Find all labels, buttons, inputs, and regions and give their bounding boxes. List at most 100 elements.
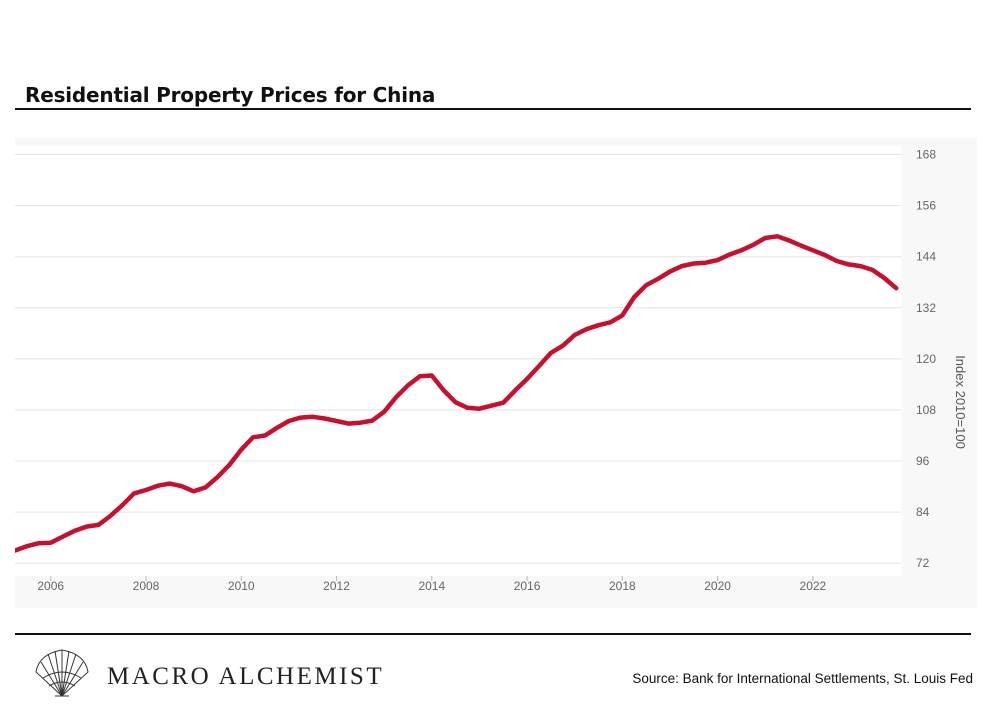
data-point (454, 401, 457, 404)
data-point (752, 243, 755, 246)
x-tick-label: 2008 (133, 579, 160, 593)
data-point (871, 268, 874, 272)
x-tick-label: 2022 (800, 579, 827, 593)
data-point (621, 314, 624, 317)
x-tick-label: 2012 (323, 579, 350, 593)
data-point (764, 236, 767, 240)
x-tick-label: 2010 (228, 579, 255, 593)
chart-title: Residential Property Prices for China (25, 83, 436, 107)
y-tick-label: 84 (916, 505, 930, 519)
data-point (97, 523, 100, 527)
data-point (299, 416, 302, 419)
data-point (811, 249, 815, 252)
data-point (668, 270, 672, 273)
data-point (15, 549, 17, 552)
x-tick-label: 2020 (704, 579, 731, 593)
data-point (525, 377, 529, 381)
y-tick-label: 120 (916, 352, 936, 366)
x-tick-label: 2018 (609, 579, 636, 593)
y-tick-label: 156 (916, 199, 936, 213)
data-point (633, 295, 636, 299)
data-point (61, 535, 64, 538)
data-point (645, 284, 648, 287)
data-point (263, 434, 267, 437)
data-point (704, 261, 707, 264)
data-point (371, 419, 374, 422)
data-point (406, 384, 410, 387)
y-tick-label: 132 (916, 301, 936, 315)
data-point (585, 327, 588, 331)
data-point (311, 415, 314, 418)
data-point (180, 485, 183, 488)
data-point (847, 263, 850, 266)
y-tick-label: 108 (916, 403, 936, 417)
x-tick-label: 2014 (418, 579, 445, 593)
y-axis-label: Index 2010=100 (953, 355, 968, 449)
data-point (73, 529, 76, 533)
data-point (228, 463, 231, 467)
shell-logo-icon (35, 649, 89, 697)
data-point (573, 333, 576, 337)
data-point (418, 375, 422, 378)
data-point (287, 419, 291, 423)
data-point (168, 482, 171, 485)
footer-divider (15, 633, 971, 635)
y-tick-label: 96 (916, 454, 930, 468)
data-point (25, 545, 29, 548)
data-point (823, 253, 826, 257)
y-tick-label: 72 (916, 556, 930, 570)
data-point (609, 321, 612, 324)
data-point (478, 407, 481, 410)
data-point (895, 287, 898, 290)
y-tick-label: 144 (916, 250, 936, 264)
data-point (537, 364, 541, 368)
data-point (204, 486, 207, 489)
data-point (347, 422, 350, 425)
data-point (144, 488, 148, 492)
data-point (37, 542, 40, 545)
data-point (109, 514, 112, 518)
data-point (156, 484, 160, 487)
data-point (728, 253, 731, 256)
source-note: Source: Bank for International Settlemen… (632, 671, 973, 686)
line-chart: 72 84 96 108 120 132 144 156 168 2006 2008 2010 201… (15, 138, 977, 608)
data-point (680, 264, 684, 268)
data-point (442, 389, 445, 392)
data-point (192, 490, 195, 493)
data-point (430, 374, 433, 377)
data-point (323, 417, 326, 420)
data-point (656, 277, 660, 280)
data-point (394, 396, 398, 399)
data-point (561, 344, 564, 347)
data-point (49, 541, 52, 544)
data-point (240, 448, 243, 451)
data-point (692, 262, 695, 265)
data-point (132, 492, 136, 495)
data-point (275, 426, 279, 429)
data-point (335, 419, 338, 423)
data-point (859, 264, 862, 268)
data-point (466, 406, 469, 409)
data-point (549, 351, 553, 355)
data-point (85, 525, 88, 528)
data-point (776, 235, 779, 238)
data-point (883, 276, 886, 280)
x-tick-label: 2016 (514, 579, 541, 593)
data-point (121, 504, 124, 507)
data-point (252, 436, 255, 439)
data-point (799, 244, 803, 247)
plot-area (15, 146, 901, 576)
data-point (597, 324, 600, 327)
data-point (835, 259, 838, 263)
x-tick-label: 2006 (37, 579, 64, 593)
data-point (787, 239, 791, 242)
logo-wordmark: MACRO ALCHEMIST (107, 663, 385, 690)
data-point (502, 401, 505, 404)
data-point (216, 476, 219, 479)
data-point (740, 249, 743, 252)
data-point (490, 404, 493, 407)
data-point (359, 421, 362, 424)
data-point (383, 410, 386, 413)
data-point (716, 258, 719, 262)
title-divider (15, 108, 971, 110)
